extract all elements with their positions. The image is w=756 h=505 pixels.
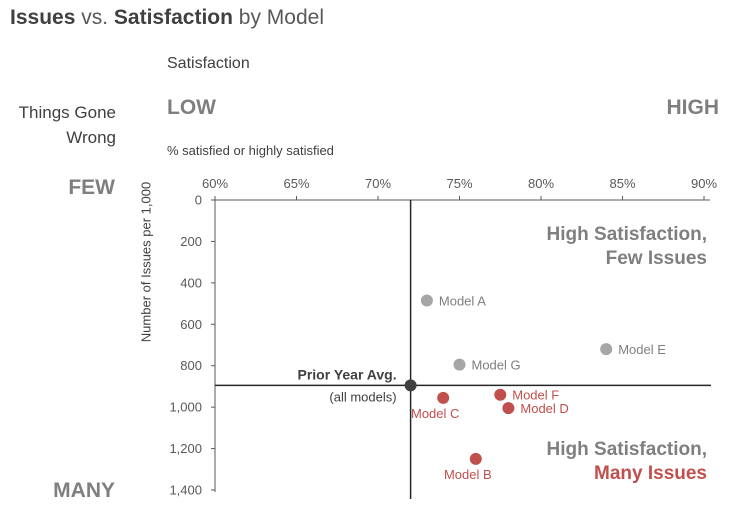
x-tick-label: 65% [283,176,309,191]
y-tick-label: 0 [195,193,202,208]
data-point [453,358,466,371]
data-point [600,343,613,356]
data-point-label: Model C [411,406,459,421]
data-point [502,402,515,415]
quadrant-annotation-line2: Few Issues [606,248,707,269]
prior-year-marker [404,379,417,392]
prior-year-label: Prior Year Avg. [298,366,397,382]
many-label: MANY [53,479,115,502]
data-point [420,294,433,307]
y-tick-label: 600 [180,317,202,332]
x-tick-label: 70% [365,176,391,191]
prior-year-sublabel: (all models) [329,389,396,404]
title-vs: vs. [75,6,114,29]
data-point-label: Model D [520,401,568,416]
y-tick-label: 800 [180,358,202,373]
x-tick-label: 85% [609,176,635,191]
y-tick-label: 200 [180,234,202,249]
data-point [469,452,482,465]
y-tick-label: 1,200 [169,441,202,456]
title-issues: Issues [10,6,76,29]
data-point-label: Model G [472,358,521,373]
high-label: HIGH [666,96,720,119]
data-point [494,388,507,401]
y-tick-label: 1,400 [169,483,202,498]
few-label: FEW [68,176,115,199]
x-tick-label: 90% [691,176,717,191]
title-satisfaction: Satisfaction [113,6,233,29]
data-point-label: Model A [439,293,486,308]
x-axis-label: % satisfied or highly satisfied [167,143,334,158]
data-point [437,391,450,404]
data-point-label: Model E [618,342,666,357]
quadrant-annotation-line1: High Satisfaction, [547,439,707,460]
x-tick-label: 60% [202,176,228,191]
x-tick-label: 75% [446,176,472,191]
data-point-label: Model F [512,388,559,403]
satisfaction-label: Satisfaction [167,55,250,72]
quadrant-annotation-line1: High Satisfaction, [547,224,707,245]
quadrant-annotation-line2: Many Issues [594,463,707,484]
data-point-label: Model B [444,467,492,482]
chart-title: Issues vs. Satisfaction by Model [10,6,324,30]
y-tick-label: 1,000 [169,400,202,415]
y-tick-label: 400 [180,275,202,290]
things-gone-wrong-label: Things Gone Wrong [18,103,116,147]
low-label: LOW [167,96,216,119]
x-tick-label: 80% [528,176,554,191]
title-by-model: by Model [232,6,324,29]
